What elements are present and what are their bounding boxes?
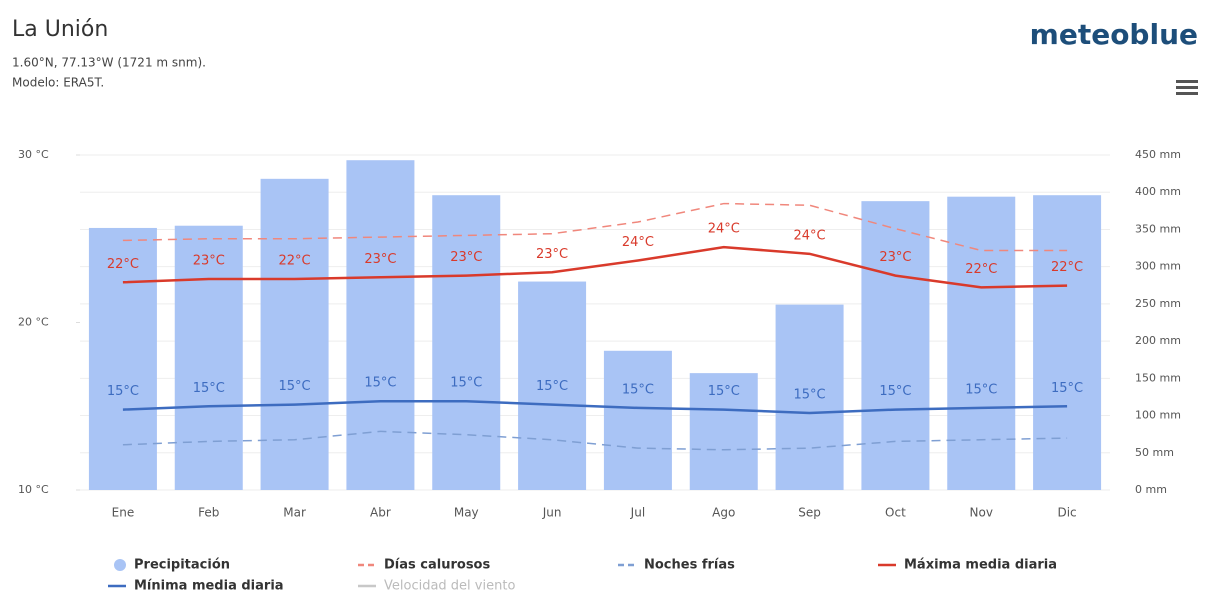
title: La Unión (12, 17, 108, 42)
legend-label: Máxima media diaria (904, 558, 1057, 573)
y2-tick-label: 350 mm (1135, 222, 1181, 235)
data-label: 15°C (450, 376, 482, 391)
y-tick-label: 30 °C (18, 148, 49, 161)
data-label: 15°C (279, 379, 311, 394)
x-tick-label: Jul (630, 506, 645, 520)
legend-label: Noches frías (644, 558, 735, 573)
data-label: 15°C (1051, 381, 1083, 396)
data-label: 23°C (536, 247, 568, 262)
data-label: 15°C (879, 384, 911, 399)
x-tick-label: Sep (798, 506, 821, 520)
line (122, 399, 1068, 415)
data-label: 23°C (193, 253, 225, 268)
line (122, 245, 1068, 289)
y2-tick-label: 450 mm (1135, 148, 1181, 161)
line (122, 202, 1068, 252)
legend-label: Mínima media diaria (134, 579, 284, 594)
data-label: 15°C (107, 384, 139, 399)
data-label: 24°C (708, 222, 740, 237)
bar (346, 160, 415, 490)
x-tick-label: Ago (712, 506, 735, 520)
y2-tick-label: 100 mm (1135, 409, 1181, 422)
bar (1033, 195, 1102, 490)
x-tick-label: Jun (542, 506, 562, 520)
x-tick-label: Oct (885, 506, 906, 520)
data-label: 15°C (536, 379, 568, 394)
data-label: 22°C (279, 253, 311, 268)
logo: meteoblue (1030, 18, 1198, 51)
x-tick-label: Nov (970, 506, 993, 520)
bar (689, 373, 758, 490)
model: Modelo: ERA5T. (12, 76, 104, 90)
bar (603, 350, 672, 490)
bar (775, 304, 844, 490)
data-label: 15°C (965, 382, 997, 397)
line (122, 430, 1068, 451)
y-tick-label: 20 °C (18, 316, 49, 329)
x-tick-label: May (454, 506, 479, 520)
y2-tick-label: 300 mm (1135, 260, 1181, 273)
data-label: 22°C (107, 257, 139, 272)
data-label: 15°C (708, 384, 740, 399)
data-label: 15°C (364, 376, 396, 391)
data-label: 23°C (364, 252, 396, 267)
data-label: 15°C (794, 387, 826, 402)
coords: 1.60°N, 77.13°W (1721 m snm). (12, 56, 206, 70)
bar (861, 201, 930, 490)
y-tick-label: 10 °C (18, 483, 49, 496)
x-tick-label: Abr (370, 506, 391, 520)
y2-tick-label: 50 mm (1135, 446, 1174, 459)
y2-tick-label: 150 mm (1135, 371, 1181, 384)
legend-label: Precipitación (134, 558, 230, 573)
bar (260, 178, 329, 491)
bar (518, 281, 587, 490)
y2-tick-label: 200 mm (1135, 334, 1181, 347)
y2-tick-label: 0 mm (1135, 483, 1167, 496)
x-tick-label: Dic (1057, 506, 1076, 520)
data-label: 23°C (450, 250, 482, 265)
menu-bar (1176, 80, 1198, 83)
data-label: 22°C (1051, 260, 1083, 275)
data-label: 15°C (622, 382, 654, 397)
legend-label: Velocidad del viento (384, 579, 515, 594)
bar (174, 225, 243, 490)
legend-swatch (114, 559, 126, 571)
data-label: 24°C (622, 235, 654, 250)
bar (88, 227, 157, 490)
data-label: 15°C (193, 381, 225, 396)
data-label: 22°C (965, 262, 997, 277)
y2-tick-label: 250 mm (1135, 297, 1181, 310)
x-tick-label: Ene (112, 506, 135, 520)
data-label: 23°C (879, 250, 911, 265)
legend-label: Días calurosos (384, 558, 490, 573)
bar (432, 195, 501, 490)
x-tick-label: Feb (198, 506, 219, 520)
bar (947, 196, 1016, 490)
menu-icon[interactable] (1176, 80, 1198, 95)
x-tick-label: Mar (283, 506, 306, 520)
menu-bar (1176, 92, 1198, 95)
menu-bar (1176, 86, 1198, 89)
data-label: 24°C (794, 228, 826, 243)
y2-tick-label: 400 mm (1135, 185, 1181, 198)
